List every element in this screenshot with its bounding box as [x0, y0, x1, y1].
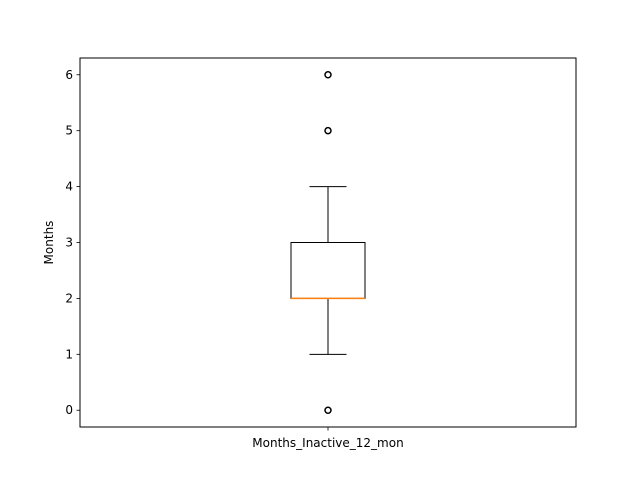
y-tick-label-6: 6	[65, 68, 73, 82]
y-tick-label-2: 2	[65, 291, 73, 305]
y-tick-label-5: 5	[65, 124, 73, 138]
y-tick-label-0: 0	[65, 403, 73, 417]
y-axis-label: Months	[42, 221, 56, 265]
y-tick-label-1: 1	[65, 347, 73, 361]
outlier-point-2	[324, 71, 332, 79]
y-tick-label-3: 3	[65, 236, 73, 250]
chart-marks	[290, 71, 366, 414]
x-axis: Months_Inactive_12_mon	[252, 427, 404, 450]
y-tick-label-4: 4	[65, 180, 73, 194]
x-tick-label-0: Months_Inactive_12_mon	[252, 436, 403, 450]
outlier-point-0	[324, 406, 332, 414]
y-axis: 0 1 2 3 4 5 6	[65, 68, 80, 417]
outlier-point-1	[324, 126, 332, 135]
